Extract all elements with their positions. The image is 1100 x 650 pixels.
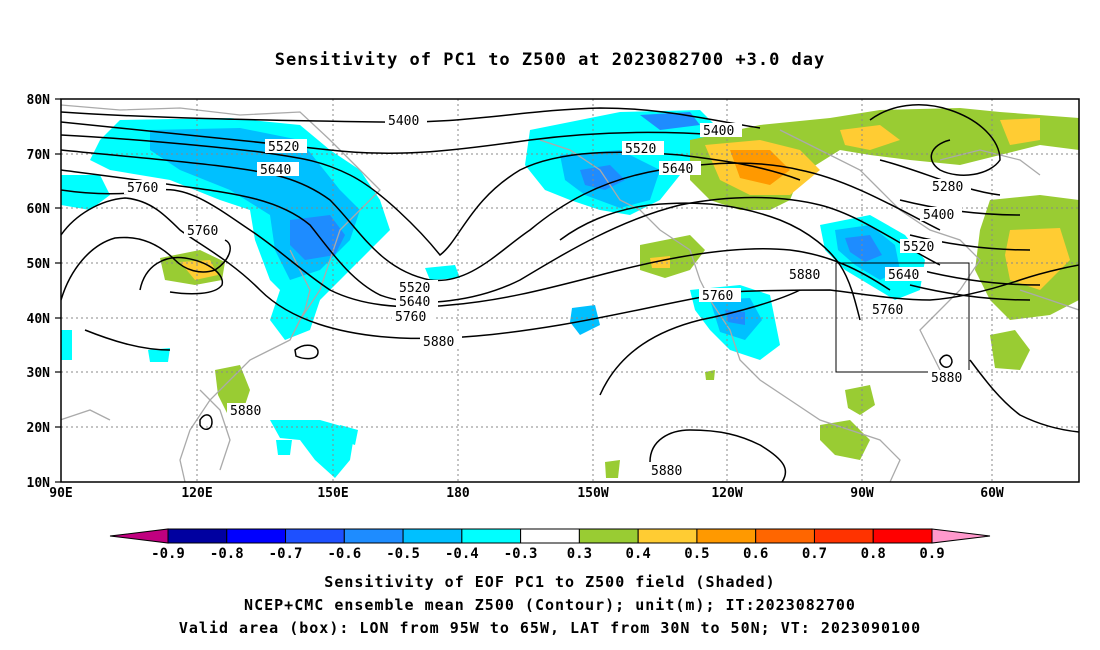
contour-label: 5640 (399, 295, 430, 310)
lat-label: 30N (27, 366, 51, 381)
contour-label: 5520 (399, 281, 430, 296)
lat-label: 40N (27, 312, 51, 327)
colorbar-swatch (696, 528, 757, 544)
lat-label: 60N (27, 202, 51, 217)
contour-label: 5520 (625, 142, 656, 157)
contour-label: 5640 (888, 268, 919, 283)
lat-label: 50N (27, 257, 51, 272)
colorbar-tick-label: 0.4 (626, 546, 651, 562)
contour-label: 5760 (872, 303, 903, 318)
contour-label: 5880 (230, 404, 261, 419)
contour-label: 5400 (388, 114, 419, 129)
colorbar-tick-label: 0.9 (919, 546, 944, 562)
lon-label: 120E (181, 486, 212, 501)
colorbar-tick-label: 0.6 (743, 546, 768, 562)
colorbar-tick-label: 0.8 (861, 546, 886, 562)
lon-label: 150E (317, 486, 348, 501)
contour-label: 5280 (932, 180, 963, 195)
colorbar-swatch (167, 528, 228, 544)
contour-label: 5640 (260, 163, 291, 178)
contour-label: 5400 (923, 208, 954, 223)
contour-label: 5880 (789, 268, 820, 283)
lon-label: 120W (711, 486, 742, 501)
colorbar-tick-label: -0.5 (386, 546, 420, 562)
lon-label: 180 (446, 486, 470, 501)
contour-label: 5640 (662, 162, 693, 177)
shading-layer (61, 108, 1079, 478)
colorbar-swatch (637, 528, 698, 544)
lat-label: 20N (27, 421, 51, 436)
contour-label: 5880 (423, 335, 454, 350)
contour-label: 5880 (931, 371, 962, 386)
lat-label: 10N (27, 476, 51, 491)
colorbar-tick-label: -0.3 (504, 546, 538, 562)
colorbar-arrow-low (109, 528, 169, 544)
lon-label: 150W (577, 486, 608, 501)
colorbar-tick-label: 0.5 (684, 546, 709, 562)
colorbar: -0.9 -0.8 -0.7 -0.6 -0.5 -0.4 -0.3 0.3 0.4 0.5 0.6… (109, 528, 991, 562)
colorbar-swatch (813, 528, 874, 544)
chart-title: Sensitivity of PC1 to Z500 at 2023082700… (274, 50, 826, 70)
lon-label: 90E (49, 486, 72, 501)
colorbar-swatch (461, 528, 522, 544)
colorbar-tick-label: -0.9 (151, 546, 185, 562)
colorbar-tick-label: -0.6 (327, 546, 361, 562)
plot-frame (60, 98, 1080, 483)
colorbar-swatch (578, 528, 639, 544)
colorbar-swatch (872, 528, 933, 544)
colorbar-swatch (402, 528, 463, 544)
colorbar-tick-label: -0.7 (269, 546, 303, 562)
colorbar-arrow-high (931, 528, 991, 544)
lat-label: 80N (27, 93, 51, 108)
lon-label: 90W (850, 486, 874, 501)
colorbar-swatch (520, 528, 580, 544)
footer-line-1: Sensitivity of EOF PC1 to Z500 field (Sh… (324, 573, 776, 591)
contour-label: 5760 (187, 224, 218, 239)
contour-label: 5520 (903, 240, 934, 255)
colorbar-swatch (226, 528, 287, 544)
valid-area-box (835, 262, 970, 373)
contour-label: 5400 (703, 124, 734, 139)
colorbar-tick-label: 0.7 (802, 546, 827, 562)
contour-label: 5760 (395, 310, 426, 325)
colorbar-tick-label: -0.4 (445, 546, 479, 562)
contour-labels: 5400 5400 5520 5520 5640 5640 5760 5760 … (124, 113, 971, 479)
axis-ticks (55, 98, 61, 483)
contour-label: 5880 (651, 464, 682, 479)
contour-label: 5520 (268, 140, 299, 155)
colorbar-swatch (755, 528, 815, 544)
lon-label: 60W (980, 486, 1004, 501)
footer-line-3: Valid area (box): LON from 95W to 65W, L… (178, 619, 922, 637)
colorbar-tick-label: 0.3 (567, 546, 592, 562)
colorbar-swatch (285, 528, 345, 544)
latitude-labels: 80N 70N 60N 50N 40N 30N 20N 10N (27, 93, 51, 491)
longitude-labels: 90E 120E 150E 180 150W 120W 90W 60W (49, 486, 1004, 501)
contour-label: 5760 (702, 289, 733, 304)
lat-label: 70N (27, 148, 51, 163)
colorbar-tick-label: -0.8 (210, 546, 244, 562)
colorbar-swatch (343, 528, 404, 544)
footer-line-2: NCEP+CMC ensemble mean Z500 (Contour); u… (244, 596, 856, 614)
contour-label: 5760 (127, 181, 158, 196)
